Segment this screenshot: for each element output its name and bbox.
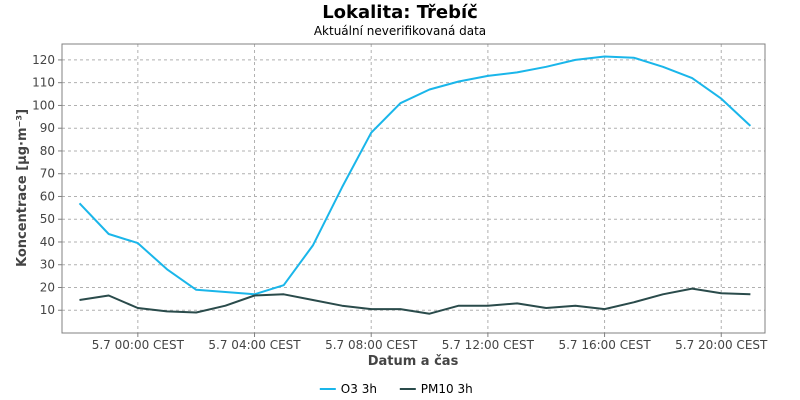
plot-area	[61, 43, 766, 334]
legend-item-pm10-3h[interactable]: PM10 3h	[399, 382, 473, 396]
y-tick-label: 80	[40, 144, 55, 158]
x-axis-ticks: 5.7 00:00 CEST 5.7 04:00 CEST 5.7 08:00 CE…	[92, 333, 768, 352]
y-tick-label: 110	[32, 76, 55, 90]
y-axis-ticks: 10 20 30 40 50 60 70 80 90 100 110 120	[32, 53, 62, 317]
y-tick-label: 20	[40, 280, 55, 294]
y-tick-label: 90	[40, 121, 55, 135]
y-tick-label: 10	[40, 303, 55, 317]
legend-label: O3 3h	[341, 382, 377, 396]
x-tick-label: 5.7 12:00 CEST	[442, 338, 535, 352]
y-tick-label: 50	[40, 212, 55, 226]
y-tick-label: 40	[40, 235, 55, 249]
x-tick-label: 5.7 04:00 CEST	[208, 338, 301, 352]
series-layer	[78, 55, 752, 315]
y-tick-label: 30	[40, 258, 55, 272]
x-tick-label: 5.7 20:00 CEST	[675, 338, 768, 352]
x-tick-label: 5.7 00:00 CEST	[92, 338, 185, 352]
y-tick-label: 100	[32, 98, 55, 112]
y-tick-label: 120	[32, 53, 55, 67]
legend-item-o3-3h[interactable]: O3 3h	[319, 382, 377, 396]
y-tick-label: 70	[40, 167, 55, 181]
series-line-o3-3h	[78, 55, 752, 296]
series-line-pm10-3h	[79, 287, 751, 315]
y-axis-label: Koncentrace [µg·m⁻³]	[15, 109, 30, 267]
x-tick-label: 5.7 16:00 CEST	[558, 338, 651, 352]
chart-title: Lokalita: Třebíč	[322, 2, 478, 23]
x-tick-label: 5.7 08:00 CEST	[325, 338, 418, 352]
x-axis-label: Datum a čas	[368, 354, 459, 369]
legend-label: PM10 3h	[421, 382, 473, 396]
chart-subtitle: Aktuální neverifikovaná data	[314, 24, 486, 38]
legend: O3 3h PM10 3h	[319, 382, 473, 396]
y-tick-label: 60	[40, 189, 55, 203]
grid	[62, 44, 765, 333]
